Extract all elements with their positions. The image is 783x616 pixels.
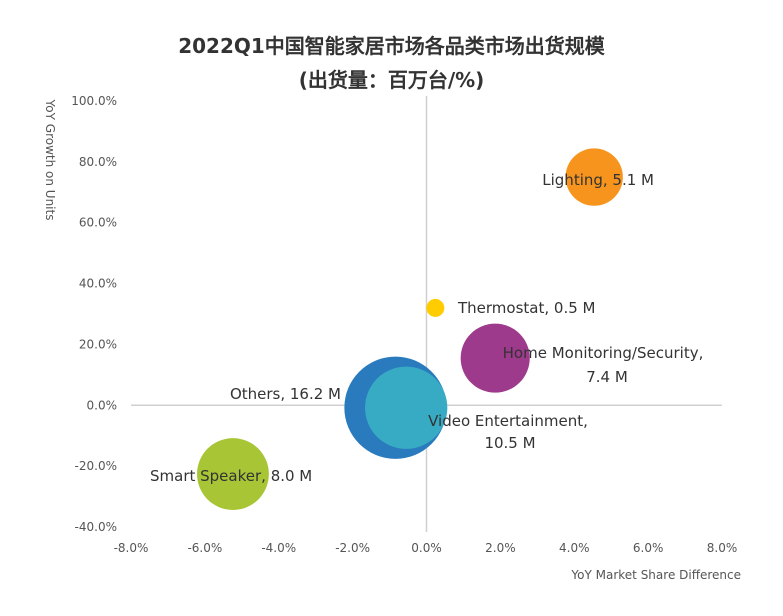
y-tick-label: 100.0% <box>71 94 117 108</box>
x-tick-label: 2.0% <box>485 541 516 555</box>
y-tick-label: -20.0% <box>75 459 117 473</box>
data-label: Video Entertainment, <box>428 412 588 430</box>
y-tick-label: 20.0% <box>79 337 117 351</box>
data-label: 7.4 M <box>586 368 628 386</box>
y-axis-label: YoY Growth on Units <box>43 99 57 221</box>
data-label: Home Monitoring/Security, <box>503 344 704 362</box>
data-label: Smart Speaker, 8.0 M <box>150 467 312 485</box>
y-tick-label: 60.0% <box>79 216 117 230</box>
x-tick-label: 4.0% <box>559 541 590 555</box>
x-tick-label: -6.0% <box>187 541 222 555</box>
x-tick-label: -4.0% <box>261 541 296 555</box>
data-label: Lighting, 5.1 M <box>542 171 654 189</box>
x-tick-label: 6.0% <box>633 541 664 555</box>
x-tick-label: -8.0% <box>114 541 149 555</box>
chart-title: 2022Q1中国智能家居市场各品类市场出货规模 <box>178 34 605 58</box>
bubble-thermostat <box>426 298 445 317</box>
data-label: Thermostat, 0.5 M <box>457 299 595 317</box>
y-tick-label: -40.0% <box>75 520 117 534</box>
x-axis-label: YoY Market Share Difference <box>570 568 741 582</box>
bubble-smart-speaker <box>197 438 269 510</box>
x-tick-label: -2.0% <box>335 541 370 555</box>
x-tick-label: 0.0% <box>411 541 442 555</box>
y-tick-label: 80.0% <box>79 155 117 169</box>
data-label: 10.5 M <box>484 434 535 452</box>
bubble-lighting <box>565 148 623 206</box>
bubble-video-entertainment <box>365 366 448 449</box>
y-tick-label: 0.0% <box>87 398 118 412</box>
chart-subtitle: (出货量：百万台/%) <box>298 68 485 92</box>
y-tick-label: 40.0% <box>79 277 117 291</box>
data-label: Others, 16.2 M <box>230 385 341 403</box>
bubble-home-monitoring-security <box>460 323 530 393</box>
x-tick-label: 8.0% <box>707 541 738 555</box>
